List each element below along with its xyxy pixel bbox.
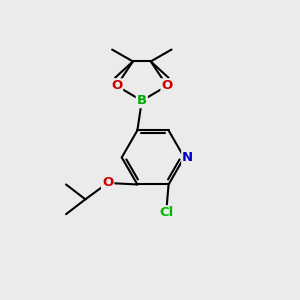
Text: O: O xyxy=(161,79,173,92)
Text: N: N xyxy=(182,151,193,164)
Text: O: O xyxy=(102,176,113,190)
Text: B: B xyxy=(137,94,147,107)
Text: Cl: Cl xyxy=(159,206,173,219)
Text: O: O xyxy=(111,79,122,92)
